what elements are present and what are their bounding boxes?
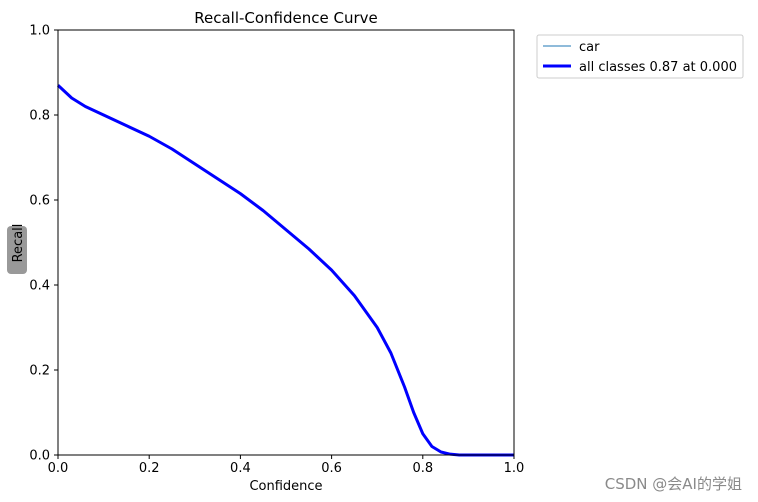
legend-box (536, 34, 744, 79)
chart-title: Recall-Confidence Curve (194, 9, 378, 27)
x-tick-label: 0.8 (412, 461, 433, 476)
y-tick-label: 0.2 (29, 364, 50, 379)
y-tick-label: 0.6 (29, 194, 50, 209)
watermark: CSDN @会AI的学姐 (605, 475, 742, 493)
legend: car all classes 0.87 at 0.000 (543, 40, 737, 75)
y-axis-label: Recall (11, 224, 26, 263)
plot-frame (57, 29, 515, 456)
x-tick-label: 0.6 (321, 461, 342, 476)
y-axis-label-highlight (7, 226, 27, 274)
y-tick-label: 0.8 (29, 109, 50, 124)
x-tick-label: 0.2 (139, 461, 160, 476)
series-line-all-classes (56, 84, 514, 457)
curves-layer (56, 84, 514, 457)
series-line-car (57, 84, 514, 456)
x-tick-label: 0.4 (230, 461, 251, 476)
x-tick-label: 0.0 (48, 461, 69, 476)
y-tick-label: 1.0 (29, 24, 50, 39)
legend-label: all classes 0.87 at 0.000 (579, 60, 737, 75)
y-axis-ticks: 0.0 0.2 0.4 0.6 0.8 1.0 (29, 24, 58, 464)
x-tick-label: 1.0 (504, 461, 525, 476)
x-axis-ticks: 0.0 0.2 0.4 0.6 0.8 1.0 (48, 455, 525, 476)
legend-label: car (579, 40, 600, 55)
x-axis-label: Confidence (249, 479, 322, 494)
y-tick-label: 0.0 (29, 449, 50, 464)
y-tick-label: 0.4 (29, 279, 50, 294)
